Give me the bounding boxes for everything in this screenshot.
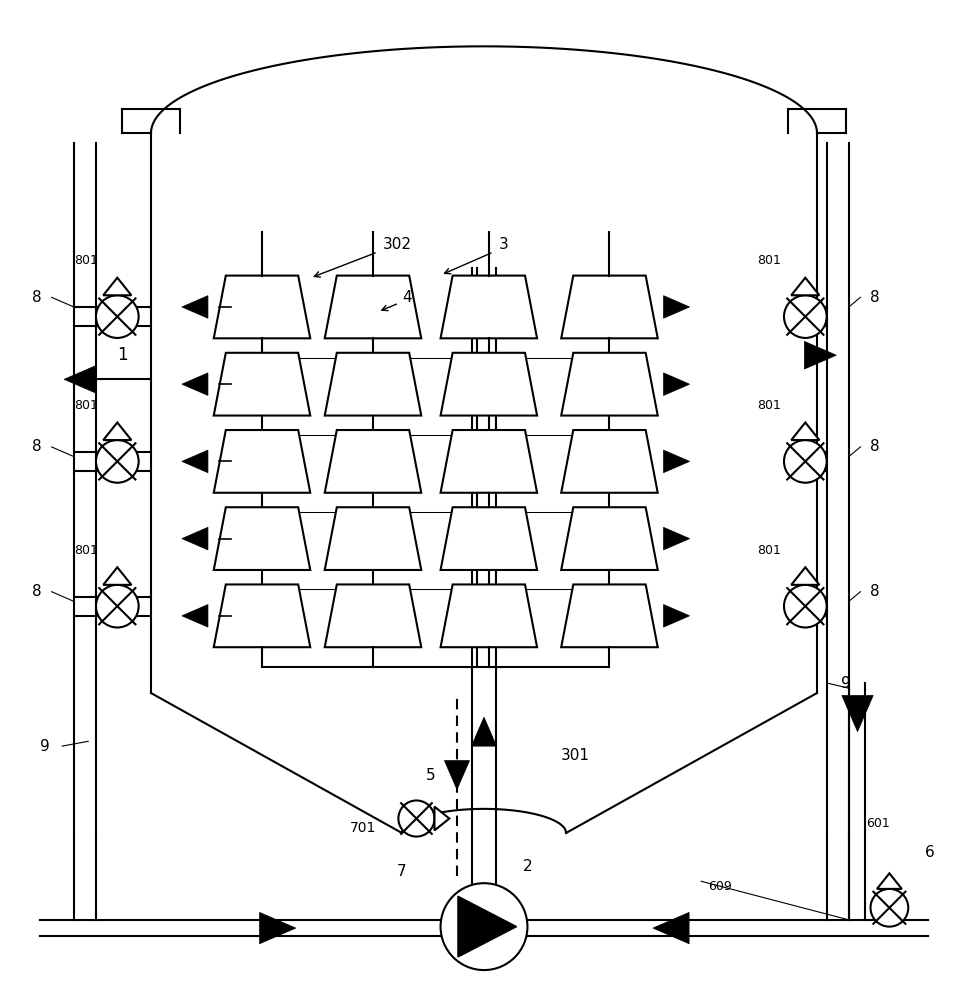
- Polygon shape: [182, 373, 208, 395]
- Text: 3: 3: [499, 237, 508, 252]
- Polygon shape: [663, 373, 689, 395]
- Polygon shape: [440, 430, 537, 493]
- Polygon shape: [440, 353, 537, 416]
- Polygon shape: [324, 507, 421, 570]
- Text: 801: 801: [757, 544, 780, 557]
- Polygon shape: [324, 430, 421, 493]
- Polygon shape: [64, 366, 96, 393]
- Polygon shape: [324, 276, 421, 338]
- Polygon shape: [104, 422, 132, 440]
- Text: 4: 4: [402, 290, 411, 305]
- Polygon shape: [440, 276, 537, 338]
- Polygon shape: [324, 584, 421, 647]
- Text: 8: 8: [32, 290, 42, 305]
- Circle shape: [96, 585, 138, 628]
- Text: 9: 9: [40, 739, 49, 754]
- Polygon shape: [791, 567, 819, 585]
- Polygon shape: [791, 422, 819, 440]
- Polygon shape: [444, 761, 469, 790]
- Circle shape: [784, 440, 827, 483]
- Polygon shape: [561, 353, 657, 416]
- Polygon shape: [561, 430, 657, 493]
- Polygon shape: [791, 278, 819, 295]
- Polygon shape: [561, 276, 657, 338]
- Text: 1: 1: [117, 346, 128, 364]
- Polygon shape: [259, 912, 296, 944]
- Text: 301: 301: [561, 748, 590, 763]
- Polygon shape: [561, 584, 657, 647]
- Polygon shape: [458, 896, 517, 957]
- Polygon shape: [324, 353, 421, 416]
- Text: 801: 801: [75, 399, 99, 412]
- Polygon shape: [561, 507, 657, 570]
- Text: 9: 9: [841, 676, 851, 691]
- Polygon shape: [182, 450, 208, 473]
- Text: 302: 302: [382, 237, 411, 252]
- Polygon shape: [182, 296, 208, 318]
- Text: 7: 7: [397, 864, 407, 879]
- Polygon shape: [652, 912, 689, 944]
- Text: 601: 601: [866, 817, 890, 830]
- Text: 609: 609: [709, 880, 733, 893]
- Polygon shape: [182, 605, 208, 627]
- Polygon shape: [104, 278, 132, 295]
- Circle shape: [784, 295, 827, 338]
- Polygon shape: [214, 584, 311, 647]
- Text: 5: 5: [426, 768, 436, 783]
- Polygon shape: [214, 353, 311, 416]
- Text: 801: 801: [75, 254, 99, 267]
- Polygon shape: [214, 430, 311, 493]
- Polygon shape: [663, 605, 689, 627]
- Polygon shape: [440, 584, 537, 647]
- Circle shape: [870, 889, 908, 927]
- Circle shape: [784, 585, 827, 628]
- Polygon shape: [214, 507, 311, 570]
- Polygon shape: [663, 527, 689, 550]
- Polygon shape: [663, 450, 689, 473]
- Polygon shape: [440, 507, 537, 570]
- Text: 6: 6: [925, 845, 935, 860]
- Circle shape: [96, 440, 138, 483]
- Text: 8: 8: [32, 584, 42, 599]
- Polygon shape: [663, 296, 689, 318]
- Polygon shape: [842, 695, 873, 732]
- Text: 8: 8: [32, 439, 42, 454]
- Polygon shape: [877, 873, 902, 889]
- Text: 801: 801: [757, 399, 780, 412]
- Text: 801: 801: [757, 254, 780, 267]
- Polygon shape: [104, 567, 132, 585]
- Text: 8: 8: [870, 290, 880, 305]
- Polygon shape: [182, 527, 208, 550]
- Text: 2: 2: [523, 859, 532, 874]
- Text: 801: 801: [75, 544, 99, 557]
- Polygon shape: [804, 341, 836, 369]
- Circle shape: [440, 883, 528, 970]
- Circle shape: [399, 800, 435, 837]
- Circle shape: [96, 295, 138, 338]
- Text: 8: 8: [870, 439, 880, 454]
- Polygon shape: [435, 807, 449, 830]
- Polygon shape: [214, 276, 311, 338]
- Polygon shape: [471, 717, 497, 746]
- Text: 701: 701: [350, 821, 377, 835]
- Text: 8: 8: [870, 584, 880, 599]
